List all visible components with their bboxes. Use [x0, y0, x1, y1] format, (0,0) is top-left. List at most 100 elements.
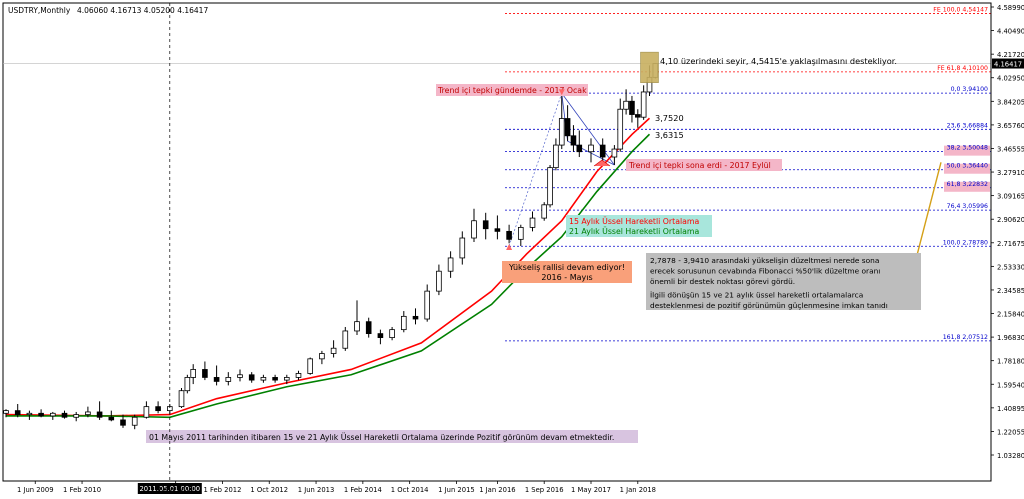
x-tick-label: 1 Feb 2014: [344, 486, 382, 494]
annotation-rally-line1: Yükseliş rallisi devam ediyor!: [508, 263, 625, 272]
candle-body: [108, 416, 115, 421]
current-price-label: 4.16417: [994, 61, 1022, 69]
x-tick-label: 1 May 2017: [571, 486, 611, 494]
candle-body: [120, 419, 126, 426]
y-tick-label: 4.21720: [997, 51, 1024, 59]
candle-body: [482, 220, 489, 230]
candle-body: [640, 91, 647, 118]
candle-body: [190, 369, 197, 378]
candle-body: [260, 377, 267, 381]
candle-body: [342, 330, 349, 349]
x-tick-label: 1 Sep 2016: [525, 486, 564, 494]
fib-level-label: FE 100,0 4,54147: [933, 6, 988, 13]
ema15-value-label: 3,7520: [655, 113, 684, 123]
y-tick-label: 3.46555: [997, 145, 1024, 153]
current-price-tag: [992, 58, 1024, 69]
candle-body: [155, 406, 161, 412]
candle-body: [412, 315, 419, 320]
candle-body: [237, 374, 243, 378]
candle-body: [61, 412, 68, 418]
candle-body: [307, 358, 313, 374]
candle-body: [14, 410, 21, 416]
cursor-date-tag: [137, 483, 202, 494]
candle-body: [547, 167, 553, 206]
fib-level-highlight: [944, 145, 990, 156]
bottom-marker-icon: [593, 159, 611, 167]
fib-level-label: 50,0 3,36440: [947, 163, 988, 170]
x-tick-label: 1 Jun 2015: [438, 486, 475, 494]
candle-body: [518, 226, 524, 240]
y-tick-label: 3.84205: [997, 98, 1024, 106]
candle-body: [459, 237, 466, 259]
candle-body: [570, 135, 577, 146]
y-tick-label: 2.53330: [997, 263, 1024, 271]
candle-body: [506, 230, 512, 240]
candle-body: [576, 144, 583, 153]
annotation-fib-line: İlgili dönüşün 15 ve 21 aylık üssel hare…: [650, 291, 863, 300]
fib-level-label: FE 61,8 4,10100: [937, 65, 988, 72]
y-tick-label: 2.90620: [997, 216, 1024, 224]
candle-body: [184, 377, 191, 392]
candle-body: [178, 390, 185, 408]
fib-level-label: 0,0 3,94100: [951, 86, 988, 93]
candle-body: [73, 414, 80, 418]
fib-level-highlight: [944, 181, 990, 192]
candle-body: [143, 406, 150, 418]
candle-body: [96, 411, 103, 418]
y-tick-label: 2.71675: [997, 240, 1024, 248]
candle-body: [623, 100, 629, 110]
y-tick-label: 2.34585: [997, 287, 1024, 295]
annotation-rally-line2: 2016 - Mayıs: [541, 273, 592, 282]
candle-body: [424, 290, 430, 320]
candle-body: [377, 333, 384, 339]
candle-body: [38, 412, 44, 417]
fib-level-highlight: [944, 163, 990, 174]
x-tick-label: 1 Jun 2011: [157, 486, 194, 494]
candle-body: [436, 270, 442, 292]
candle-body: [611, 148, 618, 158]
candle-body: [202, 369, 208, 378]
y-tick-label: 1.22055: [997, 428, 1024, 436]
annotation-fib-line: 2,7878 - 3,9410 arasındaki yükselişin dü…: [650, 256, 879, 265]
x-tick-label: 1 Jun 2013: [298, 486, 335, 494]
annotation-bottom: Trend içi tepki sona erdi - 2017 Eylül: [628, 161, 771, 170]
y-tick-label: 1.03280: [997, 452, 1024, 460]
header-symbol: USDTRY,Monthly: [8, 6, 71, 15]
annotation-fib-line: önemli bir destek noktası görevi gördü.: [650, 277, 795, 286]
fib-level-label: 161,8 2,07512: [943, 334, 988, 341]
candle-body: [529, 217, 536, 228]
candle-body: [3, 410, 9, 414]
candle-body: [272, 377, 278, 381]
y-tick-label: 1.96830: [997, 334, 1024, 342]
candle-body: [400, 315, 407, 331]
candle-body: [599, 144, 606, 158]
candle-body: [564, 118, 571, 137]
fib-level-label: 23,6 3,66884: [947, 122, 988, 129]
annotation-peak-box: [436, 84, 588, 96]
y-tick-label: 3.27910: [997, 169, 1024, 177]
annotation-bottom-box: [626, 159, 782, 171]
peak-marker-icon: [558, 89, 565, 96]
candle-body: [389, 329, 395, 338]
ema21-value-label: 3,6315: [655, 130, 684, 140]
y-tick-label: 4.02950: [997, 75, 1024, 83]
annotation-peak: Trend içi tepki gündemde - 2017 Ocak: [437, 86, 587, 95]
candle-body: [447, 257, 454, 272]
candle-body: [225, 377, 232, 382]
annotation-fib-box: [646, 253, 921, 310]
x-tick-label: 1 Oct 2012: [250, 486, 288, 494]
annotation-fib-line: desteklenmesi de pozitif görünümün güçle…: [650, 301, 888, 310]
fib-level-label: 100,0 2,78780: [943, 239, 988, 246]
candle-body: [50, 412, 56, 417]
x-tick-label: 1 Jan 2016: [479, 486, 515, 494]
annotation-positive-box: [146, 430, 638, 443]
y-tick-label: 4.40490: [997, 28, 1024, 36]
candle-body: [629, 100, 635, 115]
fib-level-label: 61,8 3,22832: [947, 181, 988, 188]
legend-box: [566, 215, 712, 237]
y-tick-label: 3.65760: [997, 122, 1024, 130]
candle-body: [553, 144, 559, 169]
candle-body: [354, 321, 360, 332]
start-marker-icon: [506, 243, 513, 250]
